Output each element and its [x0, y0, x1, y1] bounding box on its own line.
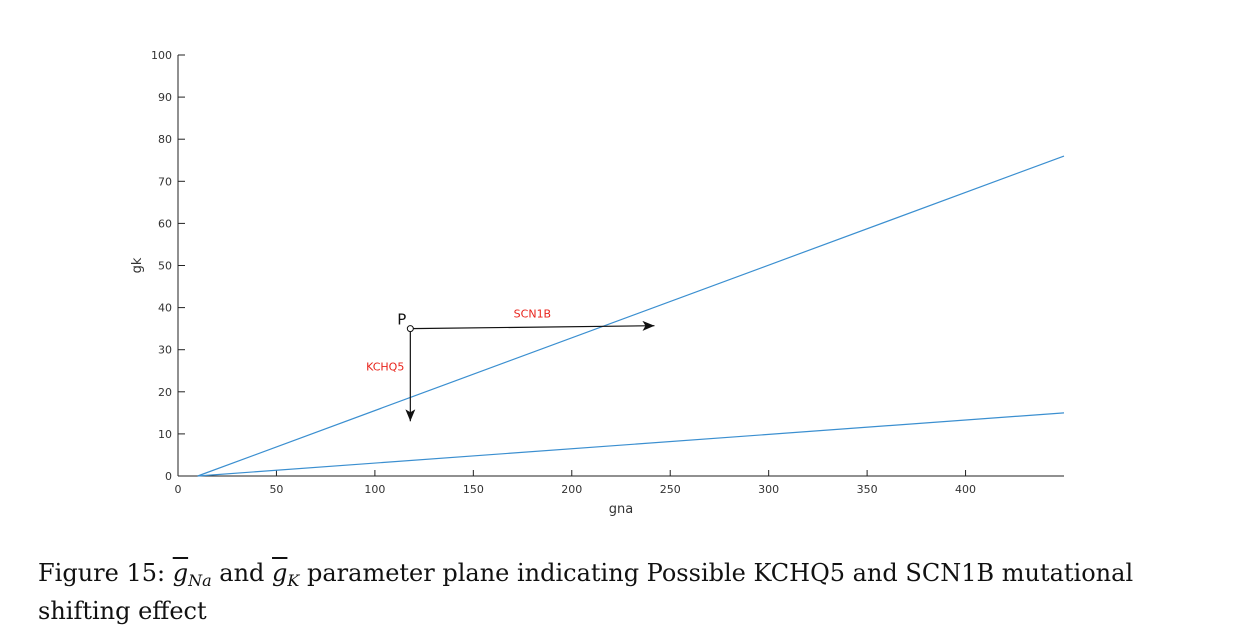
y-tick-label: 80 [158, 133, 172, 146]
y-tick-label: 20 [158, 386, 172, 399]
caption-rest: parameter plane indicating Possible KCHQ… [38, 559, 1134, 625]
figure-caption: Figure 15: gNa and gK parameter plane in… [38, 558, 1198, 627]
y-tick-label: 10 [158, 428, 172, 441]
point-p-marker [406, 325, 414, 333]
series-line-2 [197, 412, 1065, 477]
x-tick-label: 150 [463, 483, 484, 496]
x-tick-label: 0 [175, 483, 182, 496]
g-na-subscript: Na [188, 571, 212, 590]
y-tick-label: 70 [158, 175, 172, 188]
series-group [197, 155, 1065, 477]
x-tick-label: 250 [660, 483, 681, 496]
y-tick-label: 30 [158, 344, 172, 357]
y-tick-label: 40 [158, 302, 172, 315]
g-k-symbol: g [272, 559, 288, 587]
x-tick-label: 400 [955, 483, 976, 496]
x-tick-label: 300 [758, 483, 779, 496]
y-axis-label: gk [130, 257, 145, 273]
point-p-label: P [397, 311, 406, 329]
annotation-group: SCN1B KCHQ5 P [366, 308, 655, 422]
arrow-scn1b [410, 320, 655, 331]
y-tick-label: 60 [158, 217, 172, 230]
x-tick-label: 200 [561, 483, 582, 496]
axes-group: 0 50 100 150 200 250 300 350 400 0 10 20 30 40 50 60 70 8… [130, 49, 1064, 517]
caption-prefix: Figure 15: [38, 559, 173, 587]
y-tick-label: 0 [165, 470, 172, 483]
y-tick-label: 100 [151, 49, 172, 62]
x-axis-label: gna [609, 502, 633, 517]
y-tick-label: 90 [158, 91, 172, 104]
g-na-symbol: g [172, 559, 189, 587]
arrow-label-scn1b: SCN1B [514, 308, 551, 321]
y-tick-label: 50 [158, 260, 172, 273]
x-tick-label: 50 [269, 483, 283, 496]
arrow-label-kchq5: KCHQ5 [366, 360, 404, 373]
series-line-1 [197, 155, 1065, 477]
caption-and: and [211, 559, 273, 587]
x-tick-label: 100 [364, 483, 385, 496]
x-tick-label: 350 [857, 483, 878, 496]
g-k-subscript: K [287, 571, 300, 590]
